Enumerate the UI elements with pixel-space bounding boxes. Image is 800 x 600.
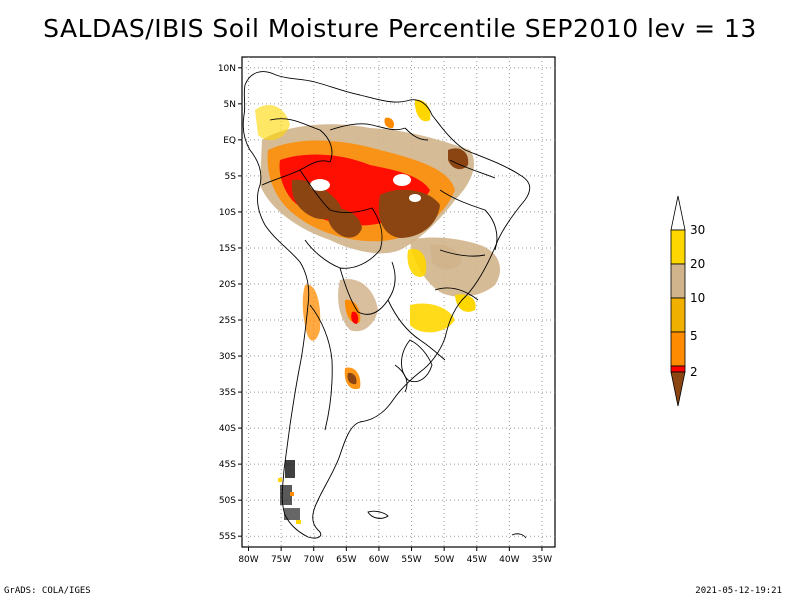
falkland-islands [367, 510, 389, 519]
lat-tick-label: EQ [223, 136, 236, 146]
colorbar-swatch-30-up [670, 229, 686, 265]
map-frame [241, 56, 556, 548]
border-guyana [404, 127, 429, 141]
lat-tick-label: 5S [225, 172, 237, 182]
map-title: SALDAS/IBIS Soil Moisture Percentile SEP… [43, 14, 757, 43]
colorbar-bottom-arrow [670, 371, 686, 407]
south-america-coastline [242, 71, 531, 539]
yellow-region-southeast [410, 303, 455, 333]
lon-tick-label: 50W [434, 555, 454, 565]
lat-tick-label: 15S [219, 244, 236, 254]
state-border-3 [434, 287, 479, 301]
lon-tick-label: 70W [304, 555, 324, 565]
brown-region-pampas [347, 372, 357, 385]
yellow-region-colombia [255, 105, 290, 141]
border-bolivia [299, 169, 383, 251]
brown-region-east [378, 189, 440, 238]
lon-tick-label: 45W [467, 555, 487, 565]
lat-tick-label: 45S [219, 460, 236, 470]
state-border-2 [439, 249, 486, 257]
gap [409, 194, 421, 202]
footer-timestamp: 2021-05-12-19:21 [695, 586, 782, 596]
colorbar-swatch-5-10 [670, 331, 686, 367]
south-georgia [511, 533, 527, 539]
soil-moisture-shading [255, 99, 500, 390]
colorbar-swatch-20-30 [670, 263, 686, 299]
country-boundaries [242, 71, 531, 539]
brown-region-central [328, 208, 362, 238]
border-argentina-brazil [387, 299, 446, 361]
orange-streak-west [302, 284, 321, 341]
colorbar-top-arrow [670, 195, 686, 231]
lon-tick-label: 65W [336, 555, 356, 565]
colorbar-swatch-2-5 [670, 365, 686, 373]
brown-region-north [448, 148, 469, 170]
lon-tick-label: 60W [369, 555, 389, 565]
border-uruguay [401, 339, 433, 383]
lat-tick-label: 50S [219, 496, 236, 506]
patagonia-speckles [278, 460, 301, 524]
footer-credit: GrADS: COLA/IGES [4, 586, 91, 596]
lat-tick-label: 30S [219, 352, 236, 362]
lat-tick-label: 10S [219, 208, 236, 218]
lat-tick-label: 35S [219, 388, 236, 398]
border-buenos-aires [394, 364, 408, 393]
legend-label-5: 5 [690, 329, 698, 343]
legend-label-30: 30 [690, 223, 705, 237]
gap [393, 174, 411, 186]
lat-tick-label: 5N [224, 100, 236, 110]
legend-label-2: 2 [690, 365, 698, 379]
state-border-1 [439, 189, 498, 251]
grid-lines [242, 57, 555, 547]
yellow-region-coast [455, 294, 476, 312]
state-border-4 [449, 159, 496, 179]
yellow-region-central [407, 248, 427, 278]
border-colombia [269, 118, 333, 163]
axis-ticks: 10N 5N EQ 5S 10S 15S 20S 25S 30S 35S 40S 45S 50S 55S 8… [218, 64, 552, 565]
lon-tick-label: 35W [532, 555, 552, 565]
brown-region-west [291, 179, 341, 220]
lon-tick-label: 55W [401, 555, 421, 565]
border-paraguay [339, 261, 396, 315]
lat-tick-label: 20S [219, 280, 236, 290]
lon-tick-label: 80W [238, 555, 258, 565]
lat-tick-label: 10N [218, 64, 236, 74]
lat-tick-label: 40S [219, 424, 236, 434]
red-region-chaco [351, 311, 359, 324]
tan-region-east-2 [430, 244, 462, 270]
yellow-region-guiana [414, 99, 431, 122]
legend-label-20: 20 [690, 257, 705, 271]
legend-label-10: 10 [690, 291, 705, 305]
colorbar-swatch-10-20 [670, 297, 686, 333]
colorbar: 30 20 10 5 2 [670, 195, 705, 407]
lat-tick-label: 55S [219, 532, 236, 542]
border-venezuela [329, 123, 406, 131]
lon-tick-label: 40W [499, 555, 519, 565]
orange-region-guiana [384, 117, 395, 129]
lon-tick-label: 75W [271, 555, 291, 565]
lat-tick-label: 25S [219, 316, 236, 326]
tan-region-chaco [338, 279, 378, 332]
border-chile-argentina [309, 304, 333, 431]
gap [310, 179, 330, 191]
